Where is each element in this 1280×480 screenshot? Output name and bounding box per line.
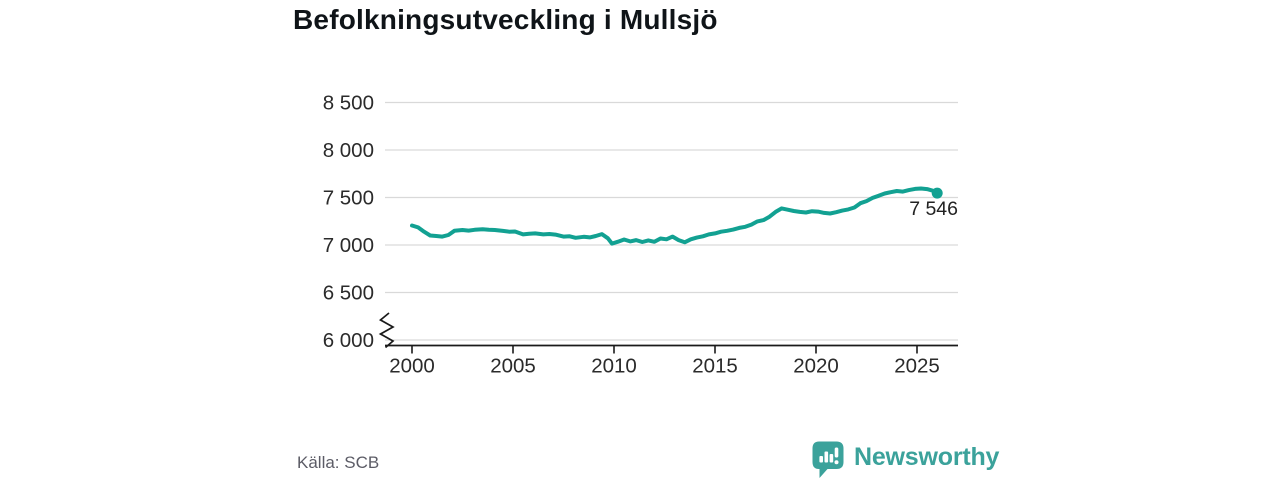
x-tick-label: 2000 <box>389 355 435 378</box>
x-tick-label: 2025 <box>894 355 940 378</box>
x-tick-label: 2015 <box>692 355 738 378</box>
newsworthy-logo: Newsworthy <box>812 441 999 479</box>
y-tick-label: 8 000 <box>323 139 374 162</box>
x-tick-label: 2005 <box>490 355 536 378</box>
end-value-label: 7 546 <box>909 198 958 220</box>
y-tick-label: 7 500 <box>323 187 374 210</box>
x-tick-label: 2010 <box>591 355 637 378</box>
brand-name: Newsworthy <box>854 443 1000 471</box>
y-tick-label: 8 500 <box>323 92 374 115</box>
x-tick-label: 2020 <box>793 355 839 378</box>
source-note: Källa: SCB <box>297 453 380 472</box>
axis-break-squiggle-icon <box>378 312 395 349</box>
population-line <box>410 186 940 246</box>
end-point-marker <box>931 187 943 199</box>
chart-title: Befolkningsutveckling i Mullsjö <box>293 4 718 35</box>
y-tick-label: 6 500 <box>323 282 374 305</box>
bar-chart-speech-bubble-icon <box>812 441 844 478</box>
y-tick-label: 7 000 <box>323 234 374 257</box>
y-tick-label: 6 000 <box>323 329 374 352</box>
